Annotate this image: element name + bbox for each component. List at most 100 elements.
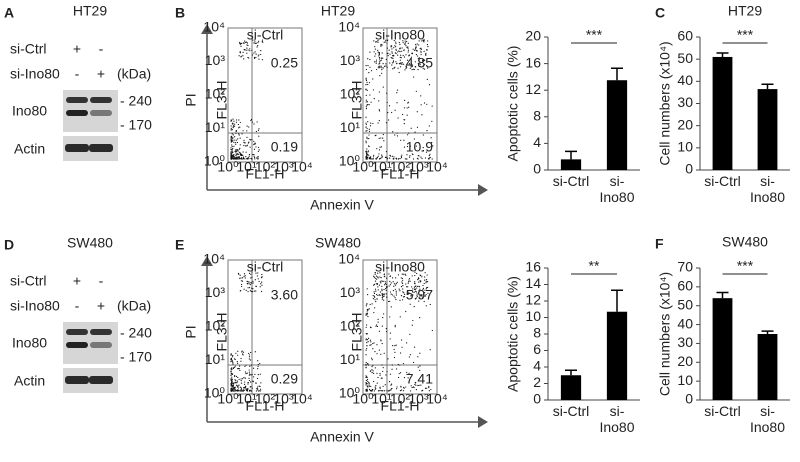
flow-title: HT29 [321,3,355,19]
panel-label: D [4,237,14,253]
dot [240,42,242,45]
dot [241,133,243,135]
dot [255,285,257,288]
dot [418,57,420,59]
dot [253,57,256,59]
dot [412,291,414,293]
dot [388,273,390,275]
dot [378,137,380,139]
tick-label: 10³ [408,391,429,407]
dot [383,299,385,301]
significance: *** [737,27,754,43]
dot [375,300,377,303]
dot [240,387,243,389]
dot [231,148,233,150]
dot [422,284,424,287]
dot [379,374,381,376]
dot [379,146,381,148]
dot [426,281,429,283]
dot [421,40,423,42]
dot [393,67,395,69]
dot [405,386,407,388]
dot [394,284,397,286]
dot [430,137,432,139]
dot [374,299,376,301]
dot [244,377,246,379]
dot [381,57,383,59]
dot [370,101,372,103]
dot [423,59,425,61]
dot [418,40,420,42]
dot [367,151,369,153]
dot [420,50,422,52]
dot [250,374,252,376]
dot [388,381,391,383]
quadrant-value: 0.29 [271,371,298,387]
dot [365,126,367,128]
dot [380,277,382,279]
dot [258,40,260,42]
dot [231,157,233,160]
dot [419,280,421,282]
tick-label: 10⁴ [338,251,360,267]
dot [256,157,258,159]
dot [413,305,415,308]
dot [372,298,374,300]
dot [404,293,406,295]
dot [253,42,255,44]
dot [395,290,397,292]
dot [377,49,379,51]
bar [560,159,582,170]
dot [411,294,413,297]
dot [408,156,411,158]
dot [243,139,245,141]
dot [230,147,232,149]
tick-label: 10⁴ [426,391,448,407]
dot [233,139,235,141]
dot [232,156,234,158]
dot [253,290,256,292]
dot [405,45,407,47]
tick-label: 10⁰ [204,153,226,169]
dot [400,277,402,279]
dot [242,351,245,353]
dot [257,364,259,366]
dot [248,126,250,128]
dot [379,66,381,69]
dot [254,51,256,53]
dot [243,389,245,391]
dot [403,273,405,275]
dot [376,372,378,374]
dot [231,145,233,148]
dot [400,285,403,288]
dot [246,136,248,138]
dot [409,145,411,147]
dot [382,86,384,88]
dot [381,342,383,345]
dot [257,374,259,376]
dot [248,283,250,285]
dot [416,285,419,287]
tick-label: 10¹ [340,119,361,135]
dot [367,158,369,160]
y-tick-label: 30 [677,334,693,350]
dot [405,274,407,276]
dot [381,67,383,69]
dot [246,47,248,49]
dot [396,386,398,388]
dot [403,118,405,121]
dot [431,120,433,122]
dot [240,280,242,282]
dot [372,370,374,372]
dot [382,296,384,298]
dot [415,45,417,47]
dot [414,48,417,50]
dot [259,362,261,365]
dot [232,118,234,120]
dot [411,290,414,292]
dot [258,280,260,283]
dot [393,283,396,285]
dot [255,130,257,133]
dot [365,101,367,103]
